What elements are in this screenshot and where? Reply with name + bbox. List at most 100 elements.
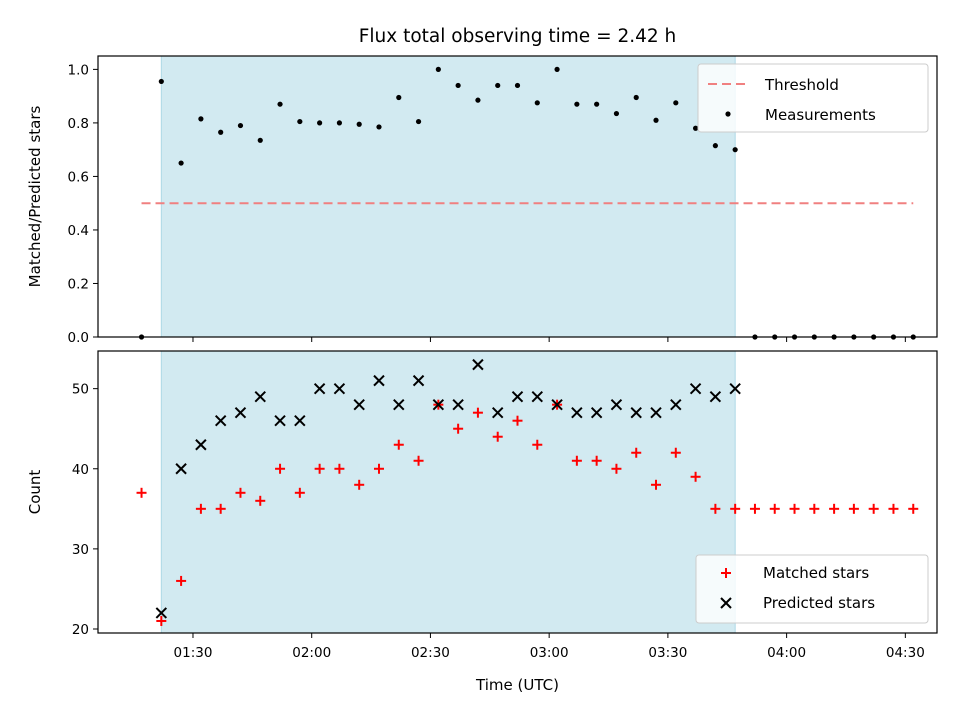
legend-matched-label: Matched stars <box>763 564 869 582</box>
matched-star-point <box>591 455 602 466</box>
bottom-shaded-interval <box>160 350 736 634</box>
measurement-point <box>475 97 481 103</box>
matched-star-point <box>314 463 325 474</box>
bottom-series-predicted-stars <box>155 358 741 619</box>
measurement-point <box>297 118 303 125</box>
matched-star-point <box>532 439 543 450</box>
x-stroke-b <box>432 398 445 411</box>
top-axes-frame <box>97 55 938 338</box>
matched-star-point <box>690 471 701 482</box>
x-axis-label: Time (UTC) <box>475 676 559 694</box>
x-stroke-b <box>294 414 306 427</box>
predicted-star-point <box>551 398 563 411</box>
measurement-point <box>712 143 718 149</box>
predicted-star-point <box>274 414 286 427</box>
predicted-star-point <box>432 398 445 411</box>
matched-star-point <box>136 487 147 498</box>
bottom-y-axis-label: Count <box>26 470 44 515</box>
predicted-star-point <box>393 398 405 411</box>
legend-predicted-label: Predicted stars <box>763 594 875 612</box>
measurement-point <box>237 122 244 129</box>
predicted-star-point <box>670 398 682 411</box>
predicted-star-point <box>571 406 583 419</box>
matched-star-point <box>453 423 464 434</box>
x-stroke-b <box>531 390 543 403</box>
measurement-point <box>158 78 164 85</box>
x-stroke-b <box>313 382 326 395</box>
matched-star-point <box>848 503 859 514</box>
bottom-xtick-label: 02:00 <box>292 645 331 661</box>
x-stroke-b <box>551 398 563 411</box>
bottom-ytick-label: 40 <box>72 462 89 478</box>
predicted-star-point <box>412 374 425 387</box>
predicted-star-point <box>155 607 168 619</box>
predicted-star-point <box>590 406 603 419</box>
bottom-xtick-label: 03:00 <box>530 645 569 661</box>
matched-star-point <box>472 407 483 418</box>
measurement-point <box>435 66 441 72</box>
top-ytick-label: 0.4 <box>68 223 89 239</box>
x-stroke-b <box>274 414 286 427</box>
predicted-star-point <box>313 382 326 395</box>
measurement-point <box>455 82 461 89</box>
matched-star-point <box>789 503 800 514</box>
x-stroke-b <box>254 390 266 403</box>
measurement-point <box>415 118 422 125</box>
x-stroke-b <box>729 382 741 395</box>
matched-star-point <box>195 503 206 514</box>
x-stroke-b <box>590 406 603 419</box>
top-panel-ratio: 0.0 0.2 0.4 0.6 0.8 1.0 Matched/Predicted star… <box>26 55 938 346</box>
predicted-star-point <box>650 406 662 419</box>
predicted-star-point <box>353 398 365 411</box>
matched-star-point <box>611 463 622 474</box>
matched-star-point <box>354 479 365 490</box>
x-stroke-b <box>393 398 405 411</box>
matched-star-point <box>631 447 642 458</box>
bottom-ytick-label: 30 <box>72 542 89 558</box>
top-ytick-label: 0.6 <box>68 169 89 185</box>
predicted-star-point <box>492 406 504 419</box>
top-y-axis-label: Matched/Predicted stars <box>26 106 44 288</box>
predicted-star-point <box>472 358 484 371</box>
predicted-star-point <box>709 390 722 403</box>
measurement-point <box>336 120 343 126</box>
matched-star-point <box>710 503 721 514</box>
x-stroke-b <box>720 597 732 609</box>
x-stroke-b <box>630 406 642 419</box>
measurement-point <box>218 129 224 135</box>
matched-star-point <box>749 503 760 514</box>
predicted-star-point <box>531 390 543 403</box>
top-shaded-interval <box>160 55 736 338</box>
measurement-point <box>692 125 699 131</box>
legend-threshold-label: Threshold <box>764 76 839 94</box>
predicted-star-point <box>294 414 306 427</box>
matched-star-point <box>809 503 820 514</box>
x-stroke-b <box>214 414 227 427</box>
predicted-star-point <box>234 406 247 419</box>
predicted-star-point <box>373 374 385 387</box>
matched-star-point <box>571 455 582 466</box>
legend-box <box>697 63 929 133</box>
matched-star-point <box>730 503 741 514</box>
x-stroke-b <box>353 398 365 411</box>
predicted-star-point <box>175 463 187 475</box>
matched-star-point <box>156 615 167 626</box>
predicted-star-point <box>452 398 464 411</box>
measurement-point <box>554 66 560 72</box>
matched-star-point <box>413 455 424 466</box>
measurement-point <box>178 160 184 166</box>
measurement-point <box>257 137 263 143</box>
x-stroke-b <box>412 374 425 387</box>
predicted-star-point <box>630 406 642 419</box>
measurement-point <box>396 94 402 101</box>
matched-star-point <box>176 575 187 586</box>
x-stroke-b <box>650 406 662 419</box>
predicted-star-point <box>689 382 702 395</box>
measurement-point <box>732 147 738 153</box>
measurement-point <box>376 124 382 130</box>
measurement-point <box>198 116 204 122</box>
legend-box <box>695 554 929 624</box>
matched-star-point <box>215 503 226 514</box>
matched-star-point <box>393 439 404 450</box>
